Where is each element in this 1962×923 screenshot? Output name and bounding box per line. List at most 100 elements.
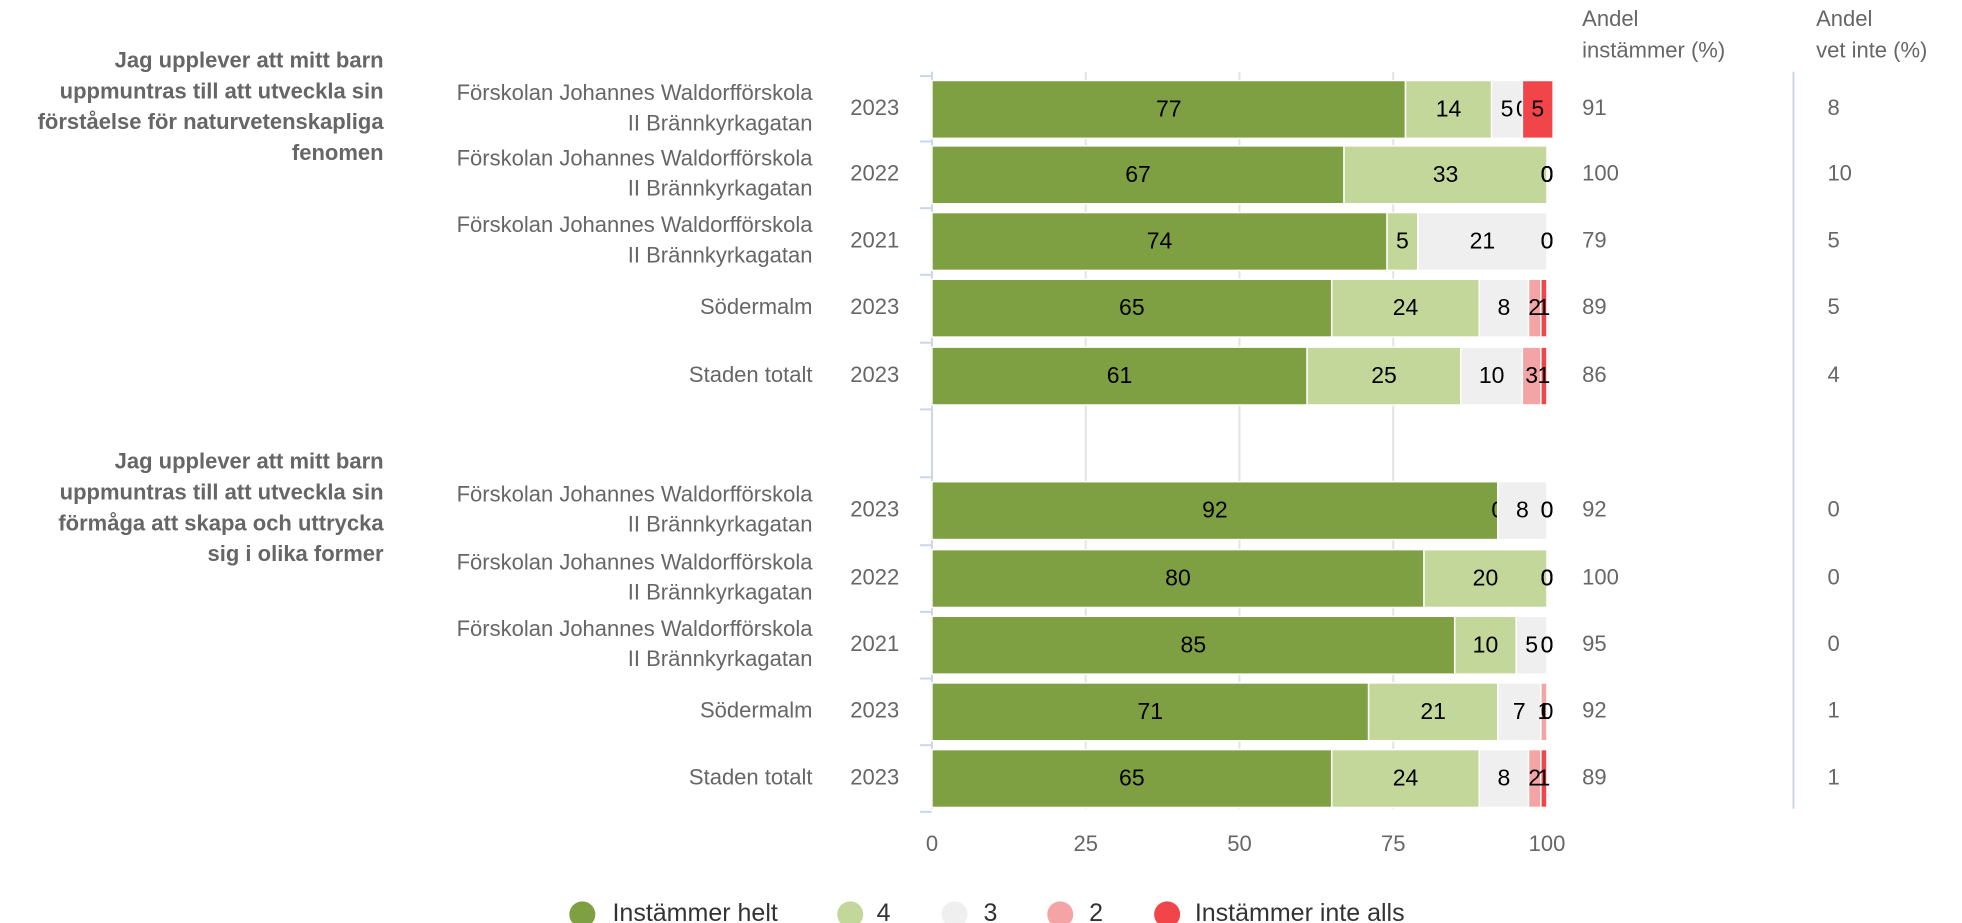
x-tick-label: 100 (1529, 831, 1566, 856)
segment-label: 0 (1541, 497, 1554, 523)
question: uppmuntras till att utveckla sin (60, 479, 384, 504)
question: förståelse för naturvetenskapliga (38, 109, 385, 134)
bar-segment (1423, 548, 1548, 609)
segment-label: 0 (1541, 698, 1554, 724)
bar-segment (1515, 615, 1548, 675)
segment-label: 25 (1371, 362, 1397, 388)
year-label: 2022 (850, 564, 899, 589)
segment-label: 0 (1541, 565, 1554, 591)
segment-label: 71 (1137, 698, 1163, 724)
segment-label: 1 (1537, 698, 1550, 724)
legend-label: 2 (1089, 899, 1103, 923)
unit-label: Staden totalt (689, 362, 813, 387)
segment-label: 80 (1165, 565, 1191, 591)
segment-label: 24 (1393, 765, 1419, 791)
bar-segment (1540, 278, 1548, 338)
share-dont-know: 5 (1827, 227, 1839, 252)
segment-label: 61 (1107, 362, 1133, 388)
segment-label: 1 (1537, 765, 1550, 791)
unit-label: Staden totalt (689, 764, 813, 789)
segment-label: 65 (1119, 294, 1145, 320)
bar-segment (1521, 79, 1554, 140)
x-tick-label: 75 (1381, 831, 1405, 856)
segment-label: 0 (1541, 565, 1554, 591)
segment-label: 0 (1541, 228, 1554, 254)
bar-segment (1478, 278, 1530, 338)
bar-segment (1453, 615, 1517, 675)
bar-segment (931, 615, 1456, 675)
unit-label: II Brännkyrkagatan (628, 242, 813, 267)
segment-label: 74 (1147, 228, 1173, 254)
segment-label: 3 (1525, 362, 1538, 388)
year-label: 2023 (850, 496, 899, 521)
year-label: 2023 (850, 764, 899, 789)
segment-label: 2 (1528, 294, 1541, 320)
bar-segment (931, 211, 1388, 272)
share-dont-know: 0 (1827, 496, 1839, 521)
question: Jag upplever att mitt barn (115, 449, 384, 474)
bar-segment (1540, 748, 1548, 809)
share-dont-know: 0 (1827, 631, 1839, 656)
share-dont-know: 0 (1827, 564, 1839, 589)
unit-label: Förskolan Johannes Waldorfförskola (457, 80, 814, 105)
segment-label: 5 (1501, 95, 1514, 121)
unit-label: Förskolan Johannes Waldorfförskola (457, 212, 814, 237)
bar-segment (1417, 211, 1548, 272)
share-agree: 79 (1582, 227, 1606, 252)
share-agree: 92 (1582, 698, 1606, 723)
bar-segment (931, 278, 1333, 338)
segment-label: 21 (1470, 228, 1496, 254)
unit-label: Förskolan Johannes Waldorfförskola (457, 146, 814, 171)
column-header: vet inte (%) (1816, 37, 1927, 62)
segment-label: 8 (1516, 497, 1529, 523)
unit-label: Södermalm (700, 698, 812, 723)
share-agree: 95 (1582, 631, 1606, 656)
bar-segment (931, 145, 1345, 205)
segment-label: 67 (1125, 161, 1151, 187)
column-header: instämmer (%) (1582, 37, 1725, 62)
unit-label: Södermalm (700, 294, 812, 319)
bar-segment (931, 548, 1425, 609)
x-tick-label: 25 (1073, 831, 1097, 856)
share-agree: 100 (1582, 161, 1619, 186)
year-label: 2023 (850, 362, 899, 387)
share-dont-know: 5 (1827, 294, 1839, 319)
year-label: 2023 (850, 698, 899, 723)
segment-label: 92 (1202, 497, 1228, 523)
year-label: 2023 (850, 294, 899, 319)
year-label: 2023 (850, 95, 899, 120)
bar-segment (931, 748, 1333, 809)
segment-label: 85 (1181, 631, 1207, 657)
segment-label: 0 (1541, 228, 1554, 254)
bar-segment (931, 346, 1308, 406)
bar-segment (1306, 346, 1462, 406)
unit-label: II Brännkyrkagatan (628, 646, 813, 671)
bar-segment (931, 682, 1370, 742)
share-dont-know: 1 (1827, 698, 1839, 723)
bar-segment (1497, 480, 1548, 541)
share-agree: 100 (1582, 564, 1619, 589)
segment-label: 65 (1119, 765, 1145, 791)
segment-label: 14 (1436, 95, 1462, 121)
bar-segment (1343, 145, 1548, 205)
segment-label: 24 (1393, 294, 1419, 320)
share-agree: 89 (1582, 764, 1606, 789)
segment-label: 5 (1525, 631, 1538, 657)
segment-label: 0 (1541, 497, 1554, 523)
segment-label: 8 (1498, 294, 1511, 320)
unit-label: II Brännkyrkagatan (628, 110, 813, 135)
year-label: 2021 (850, 227, 899, 252)
share-dont-know: 8 (1827, 95, 1839, 120)
segment-label: 7 (1513, 698, 1526, 724)
segment-label: 2 (1528, 765, 1541, 791)
share-agree: 89 (1582, 294, 1606, 319)
legend-marker (837, 901, 864, 923)
segment-label: 0 (1541, 161, 1554, 187)
unit-label: II Brännkyrkagatan (628, 176, 813, 201)
bar-segment (931, 79, 1407, 140)
bar-segment (1478, 748, 1530, 809)
question: Jag upplever att mitt barn (115, 47, 384, 72)
segment-label: 5 (1396, 228, 1409, 254)
bar-segment (1540, 346, 1548, 406)
